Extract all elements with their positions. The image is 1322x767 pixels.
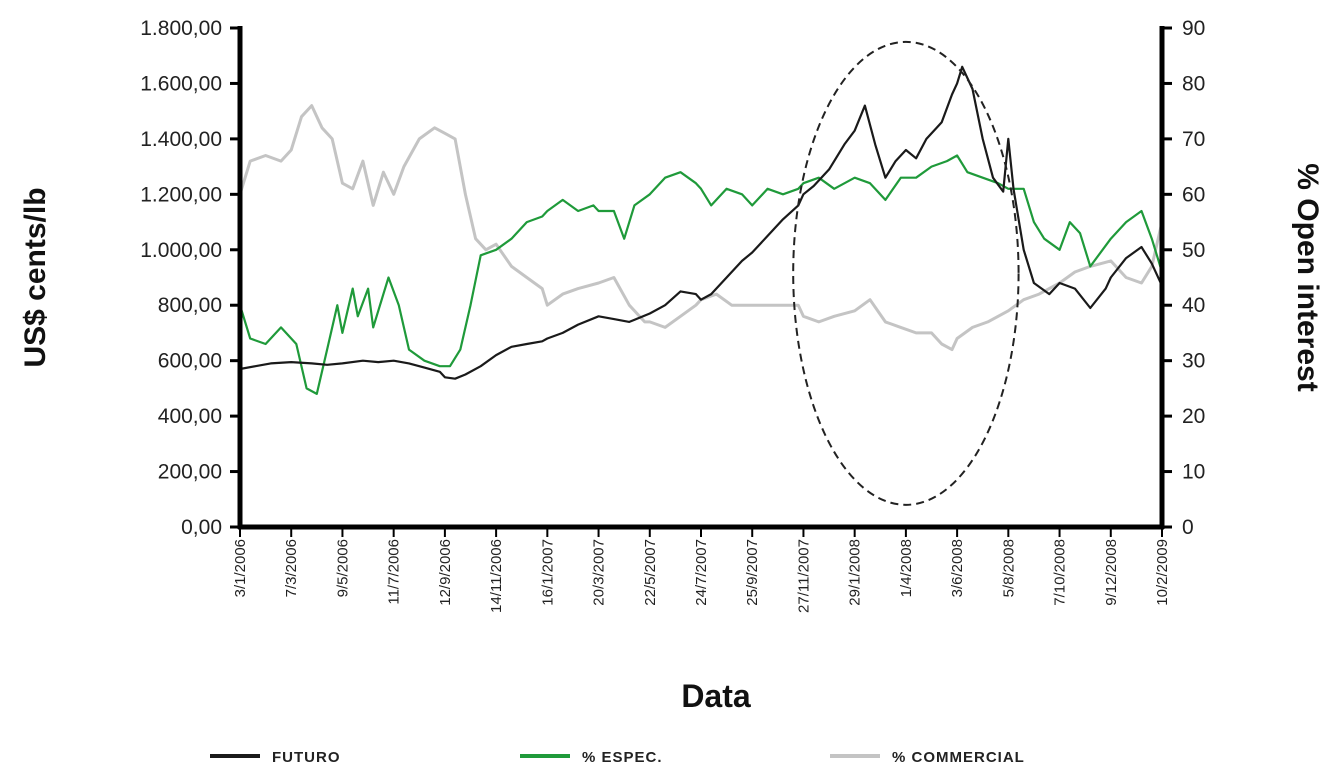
left-y-axis-title: US$ cents/lb	[19, 187, 52, 367]
series-line-commercial	[238, 104, 1164, 352]
legend-label: FUTURO	[272, 749, 341, 766]
x-tick-label: 3/1/2006	[232, 539, 249, 597]
left-y-tick-label: 200,00	[158, 461, 222, 484]
left-y-ticks: 0,00 200,00 400,00 600,00 800,00 1.000,00 1.20…	[140, 17, 240, 539]
x-tick-label: 1/4/2008	[898, 539, 915, 597]
x-tick-label: 7/3/2006	[283, 539, 300, 597]
x-tick-label: 9/12/2008	[1103, 539, 1120, 606]
x-tick-label: 3/6/2008	[949, 539, 966, 597]
legend: FUTURO % ESPEC. % COMMERCIAL	[210, 749, 1025, 766]
right-y-tick-label: 10	[1182, 461, 1205, 484]
series-lines	[238, 65, 1164, 395]
right-y-tick-label: 30	[1182, 350, 1205, 373]
x-tick-label: 20/3/2007	[591, 539, 608, 606]
right-y-tick-label: 70	[1182, 128, 1205, 151]
left-y-tick-label: 600,00	[158, 350, 222, 373]
right-y-tick-label: 40	[1182, 294, 1205, 317]
annotation-layer	[792, 40, 1020, 506]
left-y-tick-label: 1.800,00	[140, 17, 222, 40]
x-tick-label: 12/9/2006	[437, 539, 454, 606]
right-y-tick-label: 0	[1182, 516, 1194, 539]
x-tick-label: 9/5/2006	[334, 539, 351, 597]
left-y-tick-label: 400,00	[158, 405, 222, 428]
x-tick-label: 14/11/2006	[488, 539, 505, 613]
left-y-tick-label: 800,00	[158, 294, 222, 317]
annotation-dashed-ellipse	[792, 40, 1020, 506]
axes	[237, 26, 1165, 530]
x-tick-label: 5/8/2008	[1000, 539, 1017, 597]
legend-label: % ESPEC.	[582, 749, 663, 766]
x-tick-label: 24/7/2007	[693, 539, 710, 606]
x-tick-label: 25/9/2007	[744, 539, 761, 606]
legend-label: % COMMERCIAL	[892, 749, 1025, 766]
x-tick-label: 16/1/2007	[539, 539, 556, 606]
x-tick-label: 29/1/2008	[847, 539, 864, 606]
x-axis-title: Data	[681, 678, 751, 714]
x-tick-label: 10/2/2009	[1154, 539, 1171, 606]
right-y-tick-label: 50	[1182, 239, 1205, 262]
left-y-tick-label: 1.600,00	[140, 72, 222, 95]
left-y-tick-label: 1.000,00	[140, 239, 222, 262]
x-tick-label: 27/11/2007	[795, 539, 812, 613]
x-tick-label: 22/5/2007	[642, 539, 659, 606]
right-y-ticks: 0 10 20 30 40 50 60 70 80 90	[1162, 17, 1205, 539]
left-y-tick-label: 0,00	[181, 516, 222, 539]
left-y-tick-label: 1.200,00	[140, 183, 222, 206]
x-tick-label: 11/7/2006	[386, 539, 403, 605]
series-line-espec	[238, 154, 1164, 395]
x-ticks: 3/1/2006 7/3/2006 9/5/2006 11/7/2006 12/9/20…	[232, 527, 1171, 613]
right-y-tick-label: 20	[1182, 405, 1205, 428]
x-tick-label: 7/10/2008	[1052, 539, 1069, 606]
right-y-tick-label: 80	[1182, 72, 1205, 95]
right-y-tick-label: 90	[1182, 17, 1205, 40]
left-y-tick-label: 1.400,00	[140, 128, 222, 151]
series-line-futuro	[239, 65, 1163, 380]
right-y-axis-title: % Open interest	[1291, 163, 1322, 391]
right-y-tick-label: 60	[1182, 183, 1205, 206]
